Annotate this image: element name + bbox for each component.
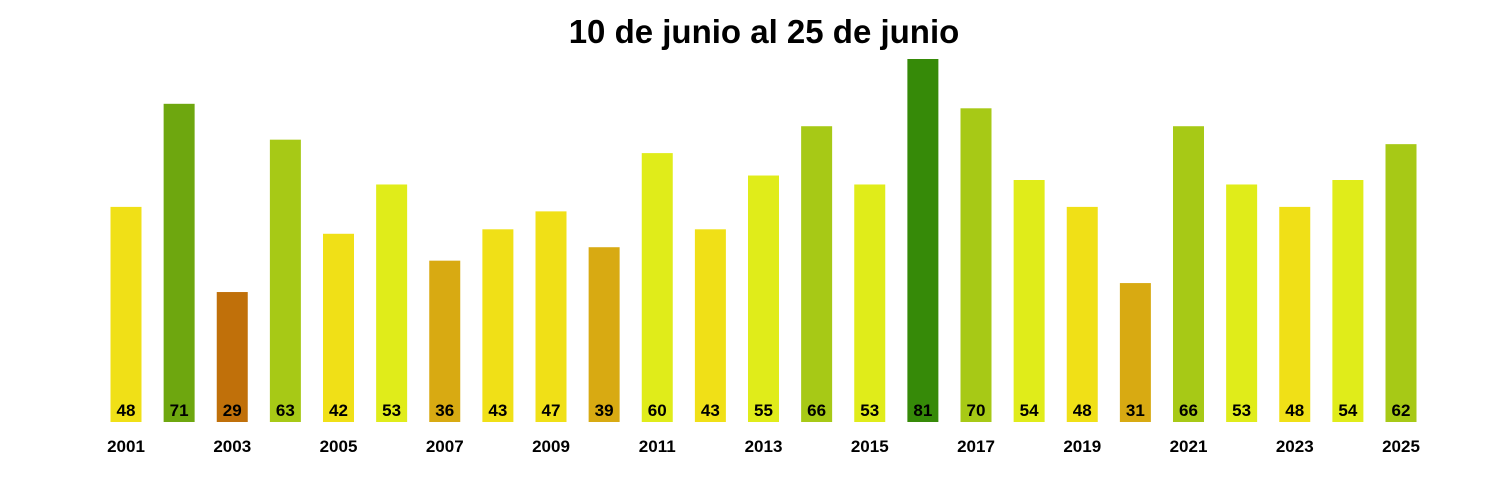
x-tick-label-2021: 2021 [1170, 437, 1208, 456]
bars-group [110, 59, 1417, 423]
value-label-2024: 54 [1338, 401, 1357, 420]
x-tick-label-2001: 2001 [107, 437, 145, 456]
value-label-2019: 48 [1073, 401, 1092, 420]
value-label-2008: 43 [488, 401, 507, 420]
bar-2003 [216, 292, 248, 422]
x-tick-labels-group: 2001 2003 2005 2007 2009 2011 2013 2015 2017 2019… [107, 437, 1420, 456]
value-label-2014: 66 [807, 401, 826, 420]
value-label-2020: 31 [1126, 401, 1145, 420]
value-label-2015: 53 [860, 401, 879, 420]
value-label-2002: 71 [170, 401, 189, 420]
bar-2013 [748, 175, 779, 422]
value-label-2022: 53 [1232, 401, 1251, 420]
bar-2019 [1066, 206, 1098, 422]
x-tick-label-2019: 2019 [1063, 437, 1101, 456]
bar-2014 [801, 126, 833, 422]
value-label-2016: 81 [913, 401, 932, 420]
bar-2015 [854, 184, 886, 422]
bar-2023 [1279, 206, 1311, 422]
bar-2016 [907, 59, 939, 422]
x-tick-label-2007: 2007 [426, 437, 464, 456]
value-label-2018: 54 [1020, 401, 1039, 420]
bar-2006 [376, 184, 408, 422]
value-label-2010: 39 [595, 401, 614, 420]
bar-2022 [1226, 184, 1258, 422]
value-label-2005: 42 [329, 401, 348, 420]
value-label-2021: 66 [1179, 401, 1198, 420]
value-label-2017: 70 [967, 401, 986, 420]
bar-2021 [1173, 126, 1204, 422]
value-label-2023: 48 [1285, 401, 1304, 420]
bar-2018 [1013, 180, 1045, 422]
bar-2011 [641, 153, 673, 423]
value-labels-group: 48 71 29 63 42 53 36 43 47 39 60 43 55 66 53 81 70 54 48 31… [117, 401, 1411, 420]
x-tick-label-2009: 2009 [532, 437, 570, 456]
value-label-2012: 43 [701, 401, 720, 420]
value-label-2004: 63 [276, 401, 295, 420]
value-label-2007: 36 [435, 401, 454, 420]
x-tick-label-2015: 2015 [851, 437, 889, 456]
bar-2001 [110, 206, 142, 422]
bar-2010 [588, 247, 620, 422]
value-label-2011: 60 [648, 401, 667, 420]
bar-2009 [535, 211, 567, 422]
bar-2020 [1119, 283, 1151, 422]
bar-2005 [323, 233, 354, 422]
x-tick-label-2023: 2023 [1276, 437, 1314, 456]
bar-2002 [163, 103, 195, 422]
value-label-2013: 55 [754, 401, 773, 420]
bar-2025 [1385, 144, 1417, 422]
value-label-2025: 62 [1392, 401, 1411, 420]
bar-2017 [960, 108, 992, 423]
value-label-2006: 53 [382, 401, 401, 420]
x-tick-label-2011: 2011 [639, 437, 676, 456]
bar-2007 [429, 260, 461, 422]
x-tick-label-2005: 2005 [320, 437, 358, 456]
x-tick-label-2017: 2017 [957, 437, 995, 456]
bar-2008 [482, 229, 514, 422]
bar-2024 [1332, 180, 1364, 422]
bar-2012 [694, 229, 726, 422]
bar-2004 [269, 139, 301, 423]
x-tick-label-2025: 2025 [1382, 437, 1420, 456]
value-label-2009: 47 [542, 401, 561, 420]
value-label-2001: 48 [117, 401, 136, 420]
value-label-2003: 29 [223, 401, 242, 420]
x-tick-label-2003: 2003 [213, 437, 251, 456]
chart-title: 10 de junio al 25 de junio [569, 13, 960, 50]
x-tick-label-2013: 2013 [745, 437, 783, 456]
